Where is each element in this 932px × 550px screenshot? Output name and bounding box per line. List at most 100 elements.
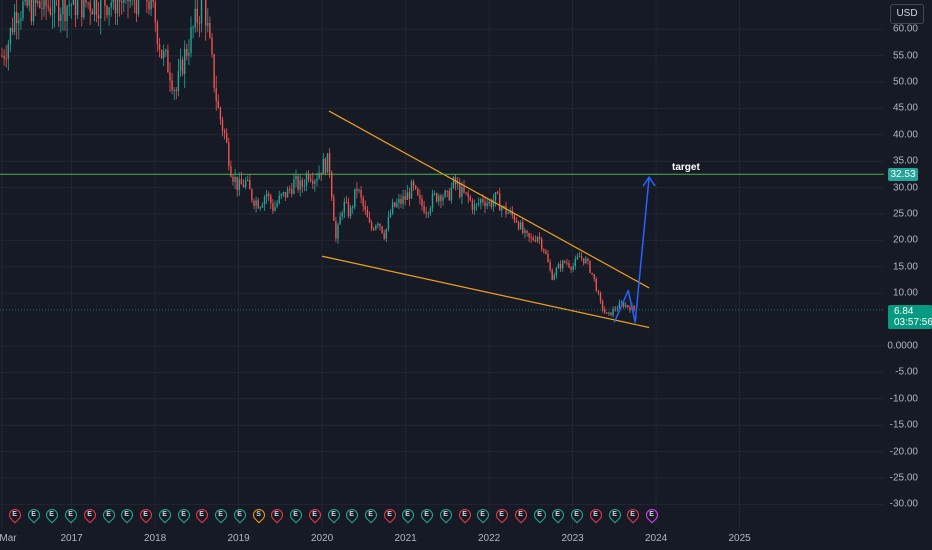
earnings-event-icon[interactable]: E	[287, 506, 305, 524]
candle-body	[440, 195, 442, 201]
candle-body	[58, 0, 60, 21]
candle-body	[341, 212, 343, 217]
earnings-event-icon[interactable]: E	[137, 506, 155, 524]
earnings-event-icon[interactable]: E	[549, 506, 567, 524]
candle-body	[13, 12, 16, 33]
time-axis[interactable]: Mar 2017 2018 2019 2020 2021 2022 2023 2024 2025	[0, 528, 884, 550]
candle-body	[583, 258, 585, 264]
candle-body	[163, 51, 165, 59]
earnings-event-icon[interactable]: E	[606, 506, 624, 524]
price-tick-label: 0.0000	[887, 340, 918, 352]
earnings-event-icon[interactable]: E	[118, 506, 136, 524]
candle-body	[459, 183, 461, 197]
earnings-event-icon[interactable]: E	[231, 506, 249, 524]
candle-body	[179, 59, 182, 72]
event-letter: E	[293, 511, 298, 519]
time-tick-label: 2019	[227, 533, 250, 544]
event-letter: E	[237, 511, 242, 519]
candle-body	[530, 237, 532, 239]
earnings-event-icon[interactable]: E	[100, 506, 118, 524]
candle-body	[415, 185, 417, 189]
earnings-event-icon[interactable]: E	[362, 506, 380, 524]
earnings-event-icon[interactable]: E	[25, 506, 43, 524]
candle-body	[501, 207, 503, 211]
candle-body	[618, 302, 621, 309]
currency-button[interactable]: USD	[890, 4, 924, 24]
candle-body	[589, 260, 591, 273]
candle-body	[165, 49, 167, 52]
event-letter: E	[162, 511, 167, 519]
earnings-event-icon[interactable]: E	[212, 506, 230, 524]
earnings-event-icon[interactable]: E	[156, 506, 174, 524]
price-axis[interactable]: 60.00 55.00 50.00 45.00 40.00 35.00 30.00 25.00…	[884, 0, 932, 528]
target-annotation[interactable]: target	[672, 162, 700, 173]
candle-body	[148, 1, 150, 10]
candle-body	[91, 11, 93, 15]
candle-body	[219, 107, 222, 120]
split-event-icon[interactable]: S	[250, 506, 268, 524]
earnings-event-icon[interactable]: E	[306, 506, 324, 524]
earnings-event-icon[interactable]: E	[456, 506, 474, 524]
earnings-event-icon[interactable]: E	[325, 506, 342, 524]
last-price-value: 6.84	[894, 306, 914, 317]
earnings-event-icon[interactable]: E	[437, 506, 455, 524]
earnings-event-icon[interactable]: E	[81, 506, 99, 524]
earnings-event-icon[interactable]: E	[6, 506, 24, 524]
candle-body	[18, 20, 20, 24]
candle-body	[576, 256, 579, 260]
candle-body	[259, 207, 261, 209]
candle-body	[438, 195, 440, 202]
candle-body	[60, 14, 62, 21]
earnings-event-icon[interactable]: E	[399, 506, 417, 524]
earnings-event-icon[interactable]: E	[43, 506, 61, 524]
last-price-badge: 6.84 03:57:56	[888, 305, 932, 329]
candle-body	[549, 262, 551, 271]
candle-body	[324, 158, 327, 173]
candle-body	[339, 216, 341, 225]
earnings-event-icon[interactable]: E	[193, 506, 211, 524]
candle-body	[394, 202, 396, 207]
candle-body	[490, 201, 492, 207]
earnings-event-icon[interactable]: E	[568, 506, 586, 524]
price-chart[interactable]	[0, 0, 884, 528]
earnings-event-icon[interactable]: E	[175, 506, 193, 524]
event-letter: E	[387, 511, 392, 519]
event-letter: E	[499, 511, 505, 519]
candle-body	[123, 0, 125, 3]
earnings-event-icon[interactable]: E	[531, 506, 549, 524]
earnings-event-icon[interactable]: E	[643, 506, 661, 524]
candle-body	[517, 222, 520, 229]
candle-body	[622, 302, 625, 307]
candle-body	[352, 207, 354, 209]
candle-body	[373, 228, 375, 230]
time-tick-label: 2020	[310, 533, 334, 544]
candle-body	[133, 0, 135, 1]
candle-body	[360, 190, 362, 198]
candle-body	[85, 0, 87, 3]
candle-body	[526, 230, 528, 233]
candle-body	[433, 193, 436, 195]
candle-body	[62, 0, 64, 15]
candle-body	[242, 184, 245, 187]
earnings-event-icon[interactable]: E	[493, 506, 511, 524]
price-tick-label: -15.00	[889, 419, 918, 431]
candle-body	[251, 189, 253, 201]
candle-body	[74, 0, 77, 16]
earnings-event-icon[interactable]: E	[343, 506, 361, 524]
earnings-event-icon[interactable]: E	[381, 506, 399, 524]
candle-body	[528, 232, 530, 238]
candle-body	[76, 0, 79, 16]
chart-drawings	[0, 110, 884, 329]
candle-body	[108, 7, 110, 16]
earnings-event-icon[interactable]: E	[62, 506, 80, 524]
earnings-event-icon[interactable]: E	[268, 506, 286, 524]
candle-body	[543, 249, 545, 252]
candle-body	[349, 207, 352, 217]
earnings-event-icon[interactable]: E	[474, 506, 492, 524]
time-tick-label: 2024	[644, 533, 668, 544]
earnings-event-icon[interactable]: E	[587, 506, 605, 524]
earnings-event-icon[interactable]: E	[512, 506, 530, 524]
earnings-event-icon[interactable]: E	[418, 506, 436, 524]
candle-body	[354, 188, 356, 208]
earnings-event-icon[interactable]: E	[624, 506, 642, 524]
